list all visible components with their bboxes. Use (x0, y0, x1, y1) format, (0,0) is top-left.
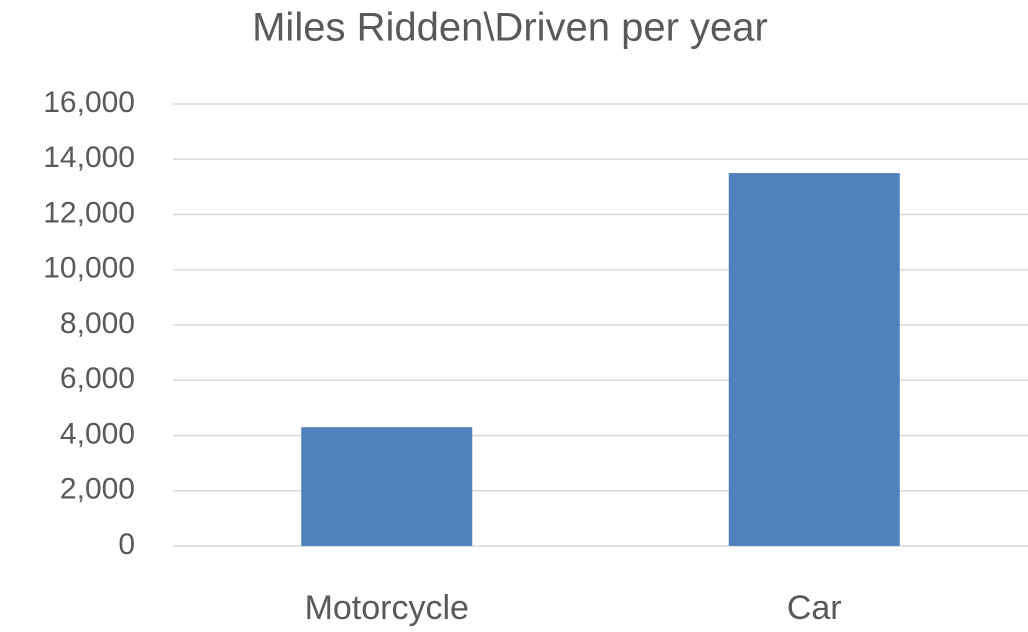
y-tick-label: 4,000 (60, 417, 135, 450)
x-tick-label: Motorcycle (305, 589, 469, 627)
y-tick-label: 10,000 (43, 252, 135, 285)
bar (301, 427, 473, 546)
bar (728, 173, 900, 546)
chart-title: Miles Ridden\Driven per year (252, 6, 768, 50)
y-tick-label: 6,000 (60, 362, 135, 395)
y-tick-label: 0 (118, 528, 135, 561)
y-tick-label: 8,000 (60, 307, 135, 340)
y-tick-label: 14,000 (43, 141, 135, 174)
y-tick-label: 16,000 (43, 86, 135, 119)
x-tick-label: Car (787, 589, 842, 627)
y-tick-label: 2,000 (60, 473, 135, 506)
y-tick-label: 12,000 (43, 196, 135, 229)
